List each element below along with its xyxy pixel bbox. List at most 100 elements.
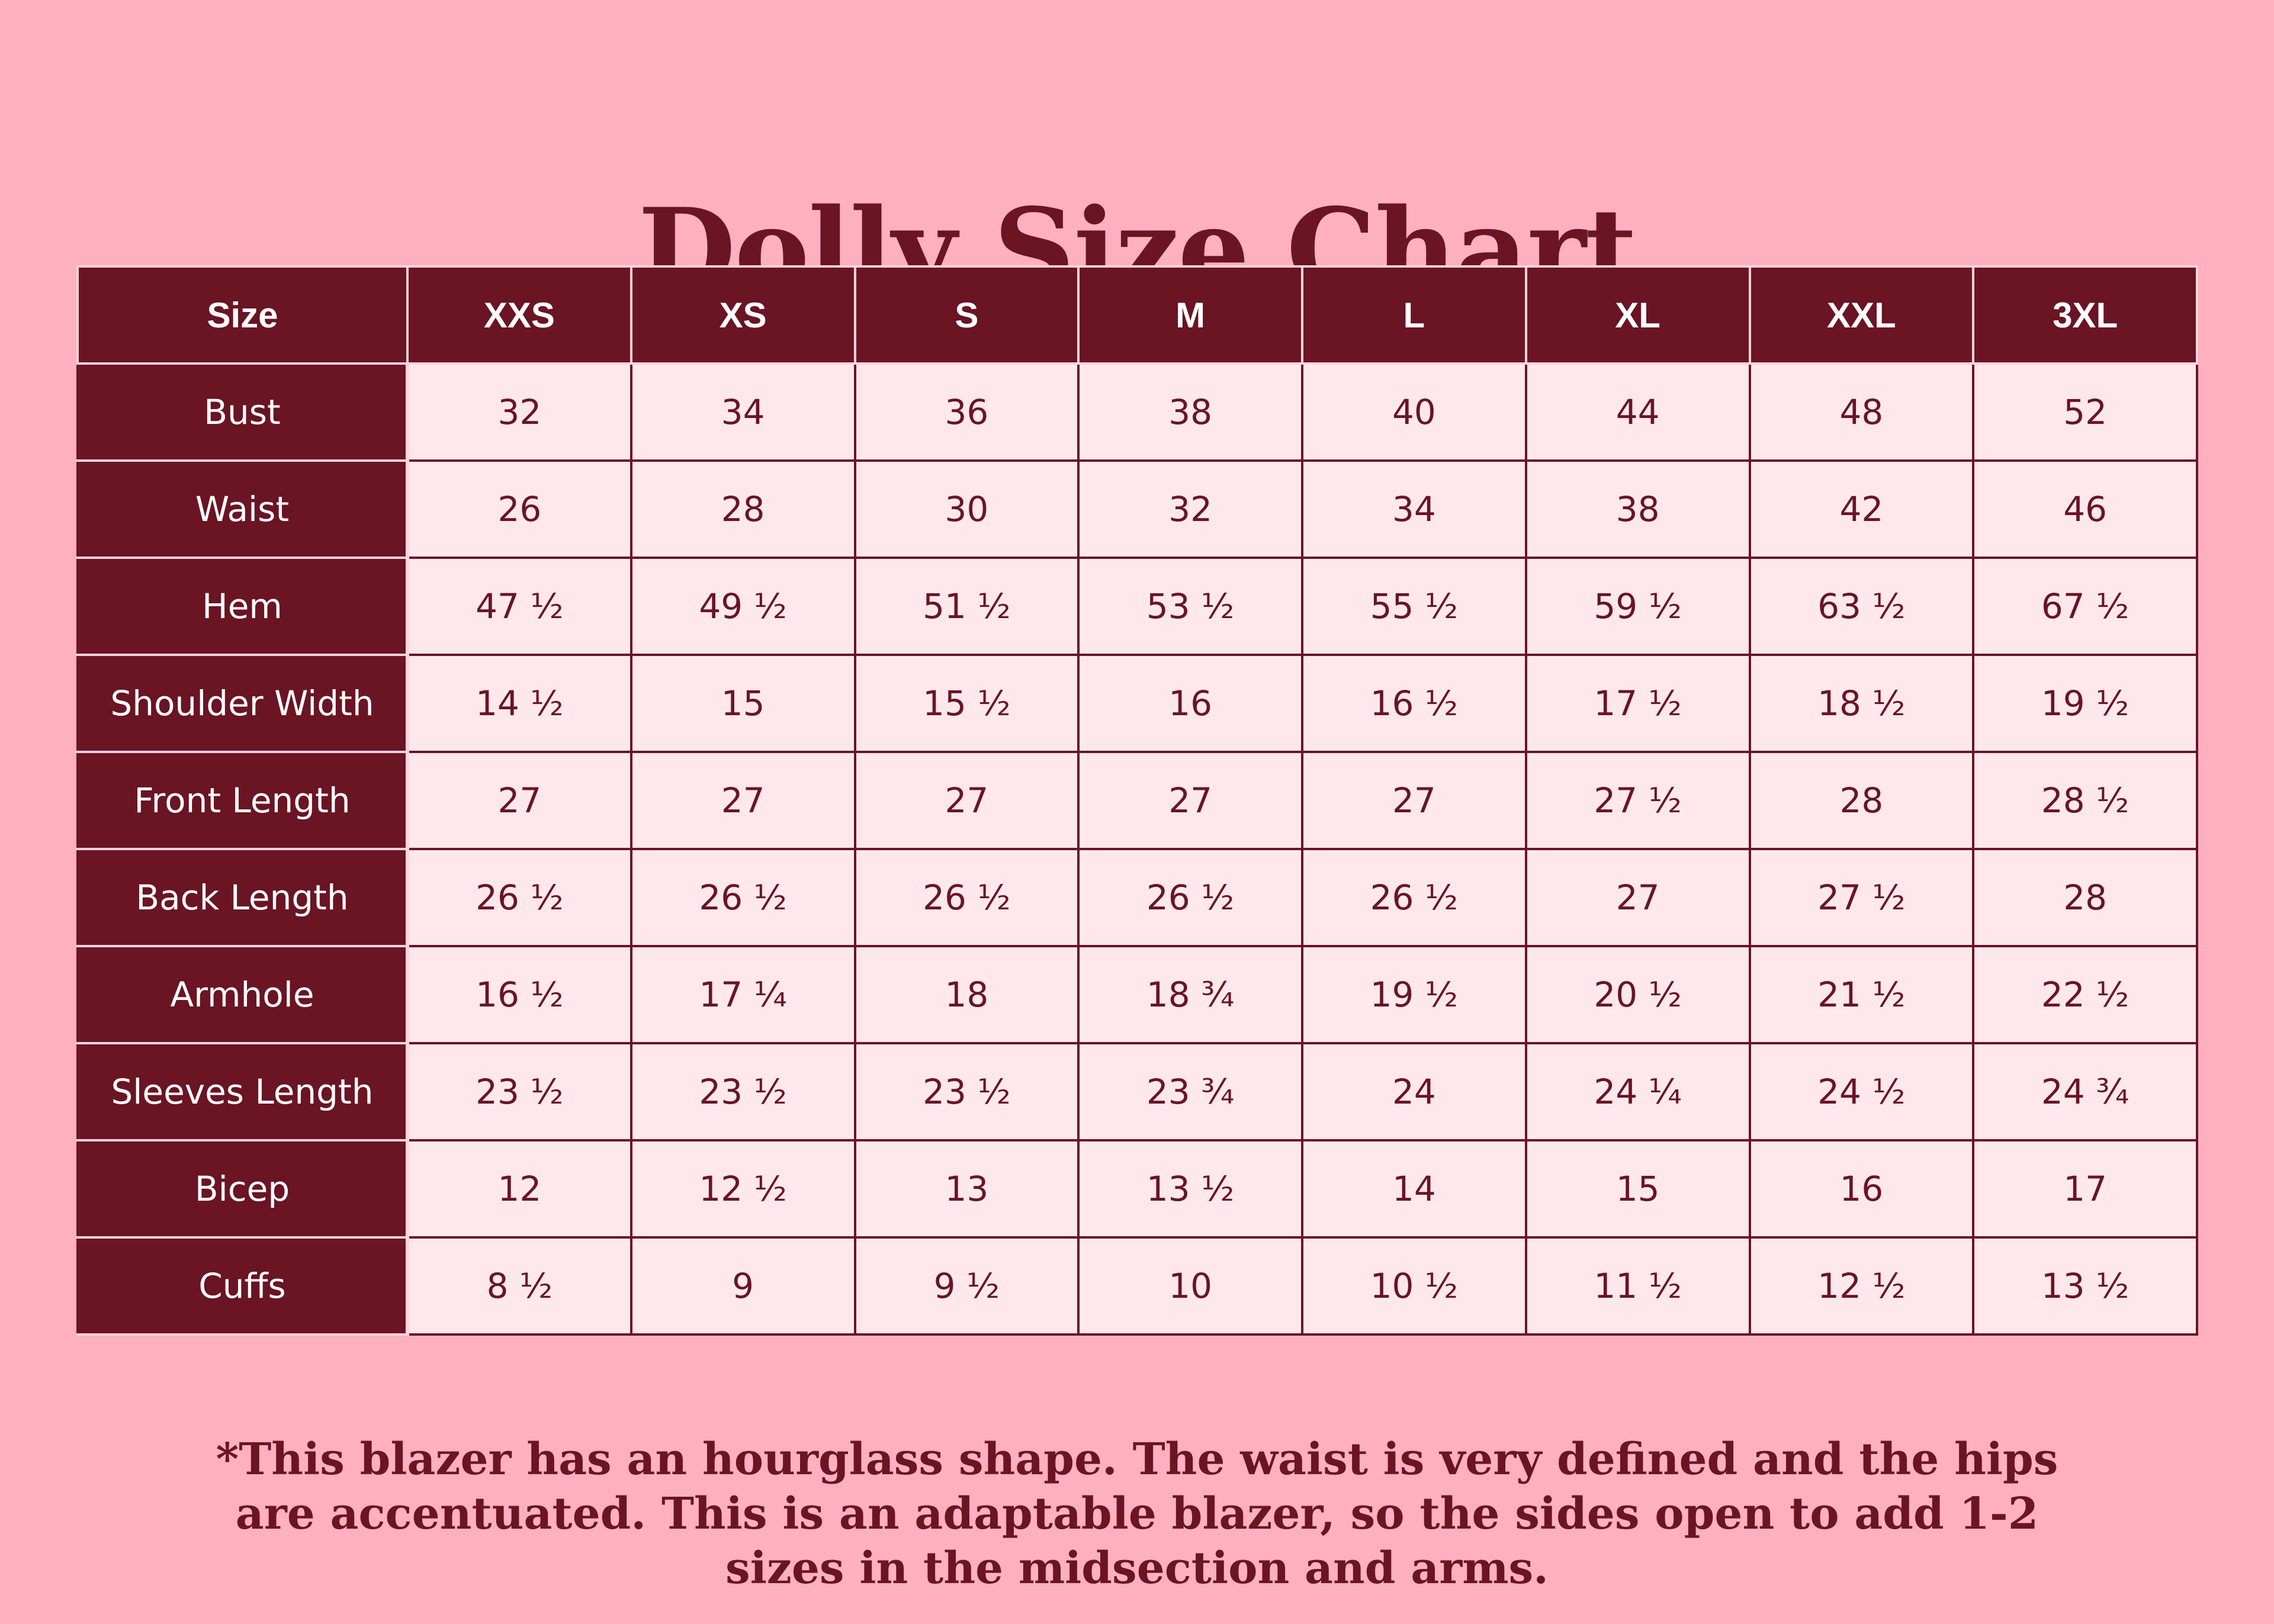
- row-label: Bicep: [76, 1139, 409, 1239]
- table-cell: 24 ¾: [1972, 1042, 2198, 1141]
- table-cell: 24 ¼: [1524, 1042, 1751, 1141]
- table-cell: 38: [1524, 459, 1751, 559]
- table-cell: 24: [1301, 1042, 1527, 1141]
- table-cell: 16: [1077, 654, 1303, 753]
- table-cell: 26 ½: [629, 848, 856, 947]
- table-cell: 28: [1972, 848, 2198, 947]
- table-cell: 32: [1077, 459, 1303, 559]
- table-cell: 9: [629, 1236, 856, 1336]
- row-label: Back Length: [76, 848, 409, 947]
- table-cell: 27 ½: [1748, 848, 1975, 947]
- table-cell: 53 ½: [1077, 557, 1303, 656]
- table-row: Armhole 16 ½ 17 ¼ 18 18 ¾ 19 ½ 20 ½ 21 ½ 22 ½: [76, 945, 2198, 1044]
- header-cell-s: S: [853, 265, 1080, 365]
- table-cell: 38: [1077, 362, 1303, 462]
- table-cell: 15: [1524, 1139, 1751, 1239]
- table-cell: 8 ½: [406, 1236, 632, 1336]
- table-cell: 10: [1077, 1236, 1303, 1336]
- header-row: Size XXS XS S M L XL XXL 3XL: [76, 265, 2198, 365]
- table-cell: 23 ½: [853, 1042, 1080, 1141]
- table-cell: 15 ½: [853, 654, 1080, 753]
- row-label: Armhole: [76, 945, 409, 1044]
- table-cell: 63 ½: [1748, 557, 1975, 656]
- table-cell: 34: [629, 362, 856, 462]
- table-cell: 19 ½: [1301, 945, 1527, 1044]
- table-row: Waist 26 28 30 32 34 38 42 46: [76, 459, 2198, 559]
- table-cell: 18 ½: [1748, 654, 1975, 753]
- row-label: Waist: [76, 459, 409, 559]
- table-cell: 49 ½: [629, 557, 856, 656]
- header-cell-3xl: 3XL: [1972, 265, 2198, 365]
- table-cell: 17 ¼: [629, 945, 856, 1044]
- table-cell: 22 ½: [1972, 945, 2198, 1044]
- header-cell-xxs: XXS: [406, 265, 632, 365]
- table-cell: 26 ½: [406, 848, 632, 947]
- table-cell: 46: [1972, 459, 2198, 559]
- table-cell: 34: [1301, 459, 1527, 559]
- table-cell: 27: [1077, 751, 1303, 850]
- table-cell: 18 ¾: [1077, 945, 1303, 1044]
- table-cell: 47 ½: [406, 557, 632, 656]
- table-cell: 14: [1301, 1139, 1527, 1239]
- table-cell: 51 ½: [853, 557, 1080, 656]
- table-cell: 27: [1524, 848, 1751, 947]
- table-cell: 20 ½: [1524, 945, 1751, 1044]
- table-cell: 12 ½: [1748, 1236, 1975, 1336]
- table-cell: 13 ½: [1077, 1139, 1303, 1239]
- table-cell: 18: [853, 945, 1080, 1044]
- header-cell-xl: XL: [1524, 265, 1751, 365]
- row-label: Front Length: [76, 751, 409, 850]
- table-cell: 30: [853, 459, 1080, 559]
- header-cell-xs: XS: [629, 265, 856, 365]
- table-cell: 28: [1748, 751, 1975, 850]
- table-cell: 21 ½: [1748, 945, 1975, 1044]
- footnote: *This blazer has an hourglass shape. The…: [216, 1434, 2058, 1594]
- table-cell: 16: [1748, 1139, 1975, 1239]
- table-cell: 13: [853, 1139, 1080, 1239]
- table-cell: 15: [629, 654, 856, 753]
- row-label: Shoulder Width: [76, 654, 409, 753]
- table-cell: 11 ½: [1524, 1236, 1751, 1336]
- table-cell: 26 ½: [1301, 848, 1527, 947]
- table-cell: 48: [1748, 362, 1975, 462]
- table-cell: 44: [1524, 362, 1751, 462]
- table-cell: 26 ½: [853, 848, 1080, 947]
- row-label: Hem: [76, 557, 409, 656]
- table-cell: 9 ½: [853, 1236, 1080, 1336]
- table-cell: 59 ½: [1524, 557, 1751, 656]
- header-cell-xxl: XXL: [1748, 265, 1975, 365]
- table-cell: 17 ½: [1524, 654, 1751, 753]
- table-cell: 16 ½: [406, 945, 632, 1044]
- header-cell-m: M: [1077, 265, 1303, 365]
- table-cell: 16 ½: [1301, 654, 1527, 753]
- table-cell: 27: [1301, 751, 1527, 850]
- table-cell: 14 ½: [406, 654, 632, 753]
- table-cell: 23 ½: [406, 1042, 632, 1141]
- size-chart-table: Size XXS XS S M L XL XXL 3XL Bust 32 34 36 3…: [76, 265, 2198, 1336]
- table-cell: 27: [406, 751, 632, 850]
- table-cell: 23 ¾: [1077, 1042, 1303, 1141]
- header-cell-l: L: [1301, 265, 1527, 365]
- table-cell: 40: [1301, 362, 1527, 462]
- row-label: Bust: [76, 362, 409, 462]
- table-cell: 36: [853, 362, 1080, 462]
- table-row: Hem 47 ½ 49 ½ 51 ½ 53 ½ 55 ½ 59 ½ 63 ½ 67 ½: [76, 557, 2198, 656]
- table-cell: 32: [406, 362, 632, 462]
- table-row: Bicep 12 12 ½ 13 13 ½ 14 15 16 17: [76, 1139, 2198, 1239]
- table-cell: 67 ½: [1972, 557, 2198, 656]
- table-body: Bust 32 34 36 38 40 44 48 52 Waist 26 28 30 32 34 38 42 4…: [76, 362, 2198, 1336]
- table-cell: 26 ½: [1077, 848, 1303, 947]
- table-cell: 24 ½: [1748, 1042, 1975, 1141]
- table-cell: 10 ½: [1301, 1236, 1527, 1336]
- table-cell: 12: [406, 1139, 632, 1239]
- table-cell: 27 ½: [1524, 751, 1751, 850]
- table-cell: 42: [1748, 459, 1975, 559]
- table-cell: 27: [853, 751, 1080, 850]
- row-label: Cuffs: [76, 1236, 409, 1336]
- row-label: Sleeves Length: [76, 1042, 409, 1141]
- table-cell: 55 ½: [1301, 557, 1527, 656]
- table-cell: 13 ½: [1972, 1236, 2198, 1336]
- table-row: Bust 32 34 36 38 40 44 48 52: [76, 362, 2198, 462]
- table-row: Front Length 27 27 27 27 27 27 ½ 28 28 ½: [76, 751, 2198, 850]
